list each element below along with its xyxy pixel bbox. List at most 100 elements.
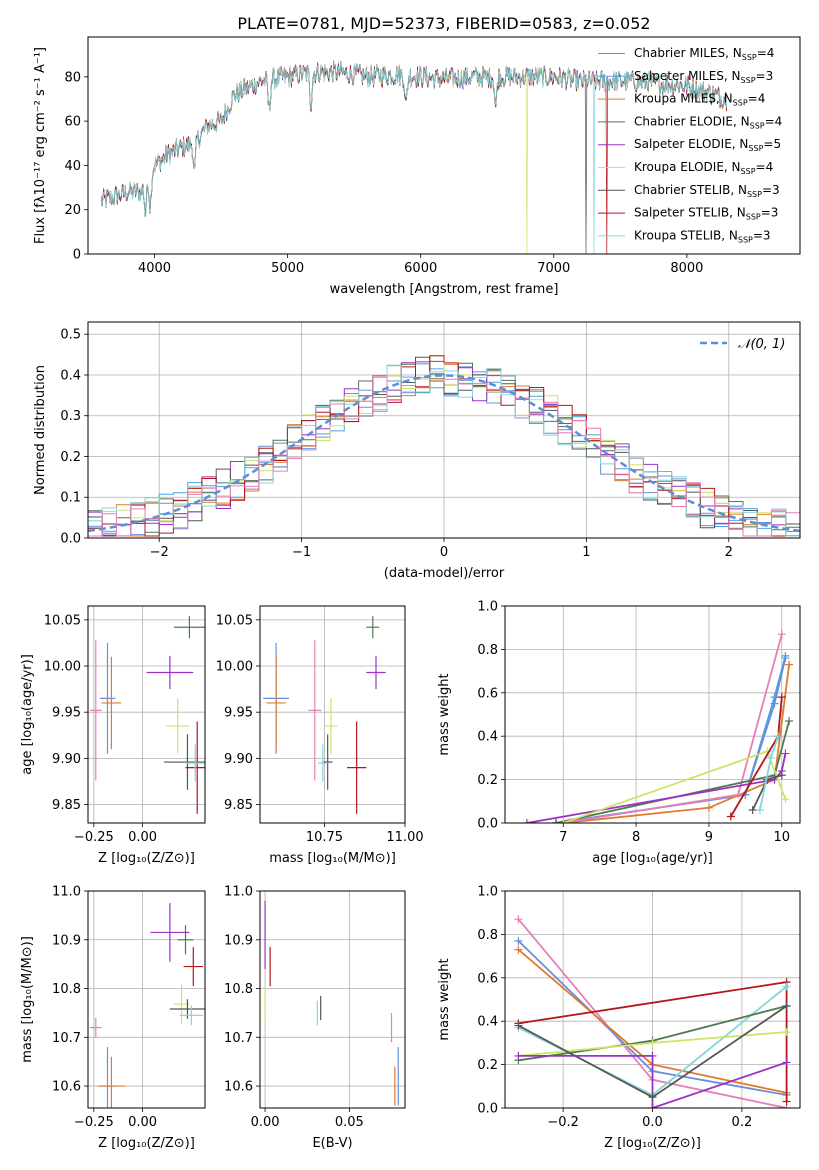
y-tick-label: 9.85 <box>224 798 253 813</box>
y-tick-label: 0.1 <box>60 491 81 506</box>
legend-entry: Chabrier MILES, NSSP=4 <box>634 46 774 62</box>
x-tick-label: 8000 <box>670 261 703 276</box>
legend-entry: Salpeter MILES, NSSP=3 <box>634 69 773 85</box>
x-axis-label: age [log₁₀(age/yr)] <box>592 851 713 866</box>
y-tick-label: 0.4 <box>60 368 81 383</box>
legend-entry: Kroupa ELODIE, NSSP=4 <box>634 160 773 176</box>
x-tick-label: 0.00 <box>128 1115 157 1130</box>
axes-frame <box>87 36 801 255</box>
y-tick-label: 0.2 <box>477 773 498 788</box>
weight-marker <box>770 699 779 708</box>
legend-entry: Chabrier STELIB, NSSP=3 <box>634 183 780 199</box>
y-tick-label: 0.2 <box>60 450 81 465</box>
y-tick-label: 80 <box>64 70 81 85</box>
weight-marker <box>781 749 790 758</box>
weight-marker <box>766 753 775 762</box>
plot-area <box>264 900 399 1106</box>
x-tick-label: −0.25 <box>74 1115 114 1130</box>
y-tick-label: 0.4 <box>477 1015 498 1030</box>
weight-vs-age-panel: 7 8 9 10 0.0 0.2 0.4 0.6 0.8 1.0 age [log₁₀(age/yr… <box>437 600 801 866</box>
y-tick-label: 10.6 <box>52 1080 81 1095</box>
y-tick-label: 40 <box>64 159 81 174</box>
axes-frame <box>259 605 406 824</box>
y-tick-label: 0.0 <box>60 532 81 547</box>
y-tick-label: 9.90 <box>52 752 81 767</box>
weight-marker <box>514 1021 523 1030</box>
axes-frame <box>504 605 801 824</box>
y-tick-label: 9.85 <box>52 798 81 813</box>
normal-curve <box>88 374 800 533</box>
spectrum-line <box>100 60 727 215</box>
axes-frame <box>259 890 406 1109</box>
legend-entry: Salpeter STELIB, NSSP=3 <box>634 206 778 222</box>
y-axis-label: mass weight <box>437 958 452 1040</box>
weight-marker <box>514 915 523 924</box>
spectrum-line <box>100 61 727 217</box>
x-tick-label: 9 <box>705 830 713 845</box>
axes-frame <box>504 890 801 1109</box>
spectrum-line <box>100 61 727 216</box>
y-tick-label: 0.2 <box>477 1058 498 1073</box>
y-tick-label: 10.9 <box>52 933 81 948</box>
y-tick-label: 0.0 <box>477 1102 498 1117</box>
histogram-step <box>88 376 800 537</box>
x-tick-label: 0.05 <box>335 1115 364 1130</box>
y-axis-label: mass [log₁₀(M/M⊙)] <box>20 936 35 1063</box>
weight-marker <box>734 790 743 799</box>
y-tick-label: 10.05 <box>44 613 81 628</box>
plot-area <box>522 630 794 823</box>
plot-area <box>88 355 800 537</box>
weight-marker <box>782 982 791 991</box>
x-axis-label: Z [log₁₀(Z/Z⊙)] <box>604 1136 701 1151</box>
y-tick-label: 10.00 <box>44 660 81 675</box>
residuals-panel: −2 −1 0 1 2 0.0 0.1 0.2 0.3 0.4 0.5 (data-model)/er… <box>33 321 801 581</box>
x-axis-label: mass [log₁₀(M/M⊙)] <box>269 851 396 866</box>
x-axis-label: E(B-V) <box>312 1136 352 1151</box>
legend-entry: Kroupa MILES, NSSP=4 <box>634 92 765 108</box>
weight-marker <box>782 1058 791 1067</box>
mass-vs-ebv-panel: 0.00 0.05 10.6 10.7 10.8 10.9 11.0 E(B-V) <box>224 885 406 1151</box>
x-tick-label: −2 <box>150 545 169 560</box>
y-axis-label: mass weight <box>437 673 452 755</box>
y-tick-label: 1.0 <box>477 600 498 615</box>
x-tick-label: 10.75 <box>306 830 343 845</box>
weight-marker <box>782 1097 791 1106</box>
y-tick-label: 0 <box>73 248 81 263</box>
weight-marker <box>648 1051 657 1060</box>
x-tick-label: 8 <box>632 830 640 845</box>
weight-marker <box>777 771 786 780</box>
weight-marker <box>777 630 786 639</box>
x-tick-label: 1 <box>582 545 590 560</box>
x-tick-label: −1 <box>292 545 311 560</box>
weight-marker <box>514 1051 523 1060</box>
axes-frame <box>87 605 206 824</box>
y-tick-label: 9.95 <box>52 706 81 721</box>
x-tick-label: 2 <box>725 545 733 560</box>
x-tick-label: 6000 <box>404 261 437 276</box>
x-tick-label: 10 <box>774 830 791 845</box>
y-tick-label: 10.7 <box>52 1031 81 1046</box>
weight-marker <box>755 805 764 814</box>
y-axis-label: age [log₁₀(age/yr)] <box>20 654 35 775</box>
weight-marker <box>748 805 757 814</box>
y-tick-label: 0.6 <box>477 971 498 986</box>
y-tick-label: 0.0 <box>477 817 498 832</box>
y-tick-label: 20 <box>64 203 81 218</box>
legend-entry: Chabrier ELODIE, NSSP=4 <box>634 114 782 130</box>
age-vs-mass-panel: 10.75 11.00 9.85 9.90 9.95 10.00 10.05 mass [lo… <box>216 605 424 866</box>
weight-marker <box>781 795 790 804</box>
spectrum-line <box>100 62 727 216</box>
weight-marker <box>704 803 713 812</box>
y-tick-label: 0.8 <box>477 643 498 658</box>
plot-area <box>514 915 791 1108</box>
y-tick-label: 10.00 <box>216 660 253 675</box>
weight-marker <box>774 732 783 741</box>
x-tick-label: 4000 <box>138 261 171 276</box>
spectrum-line <box>100 60 727 215</box>
x-tick-label: 0.0 <box>642 1115 663 1130</box>
y-tick-label: 10.6 <box>224 1080 253 1095</box>
weight-marker <box>522 819 531 823</box>
y-tick-label: 11.0 <box>224 885 253 900</box>
weight-marker <box>648 1093 657 1102</box>
legend-entry: Salpeter ELODIE, NSSP=5 <box>634 137 781 153</box>
